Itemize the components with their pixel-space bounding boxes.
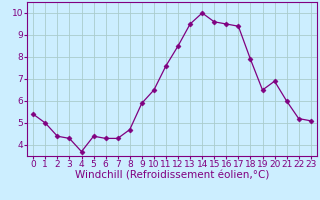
X-axis label: Windchill (Refroidissement éolien,°C): Windchill (Refroidissement éolien,°C) xyxy=(75,171,269,181)
